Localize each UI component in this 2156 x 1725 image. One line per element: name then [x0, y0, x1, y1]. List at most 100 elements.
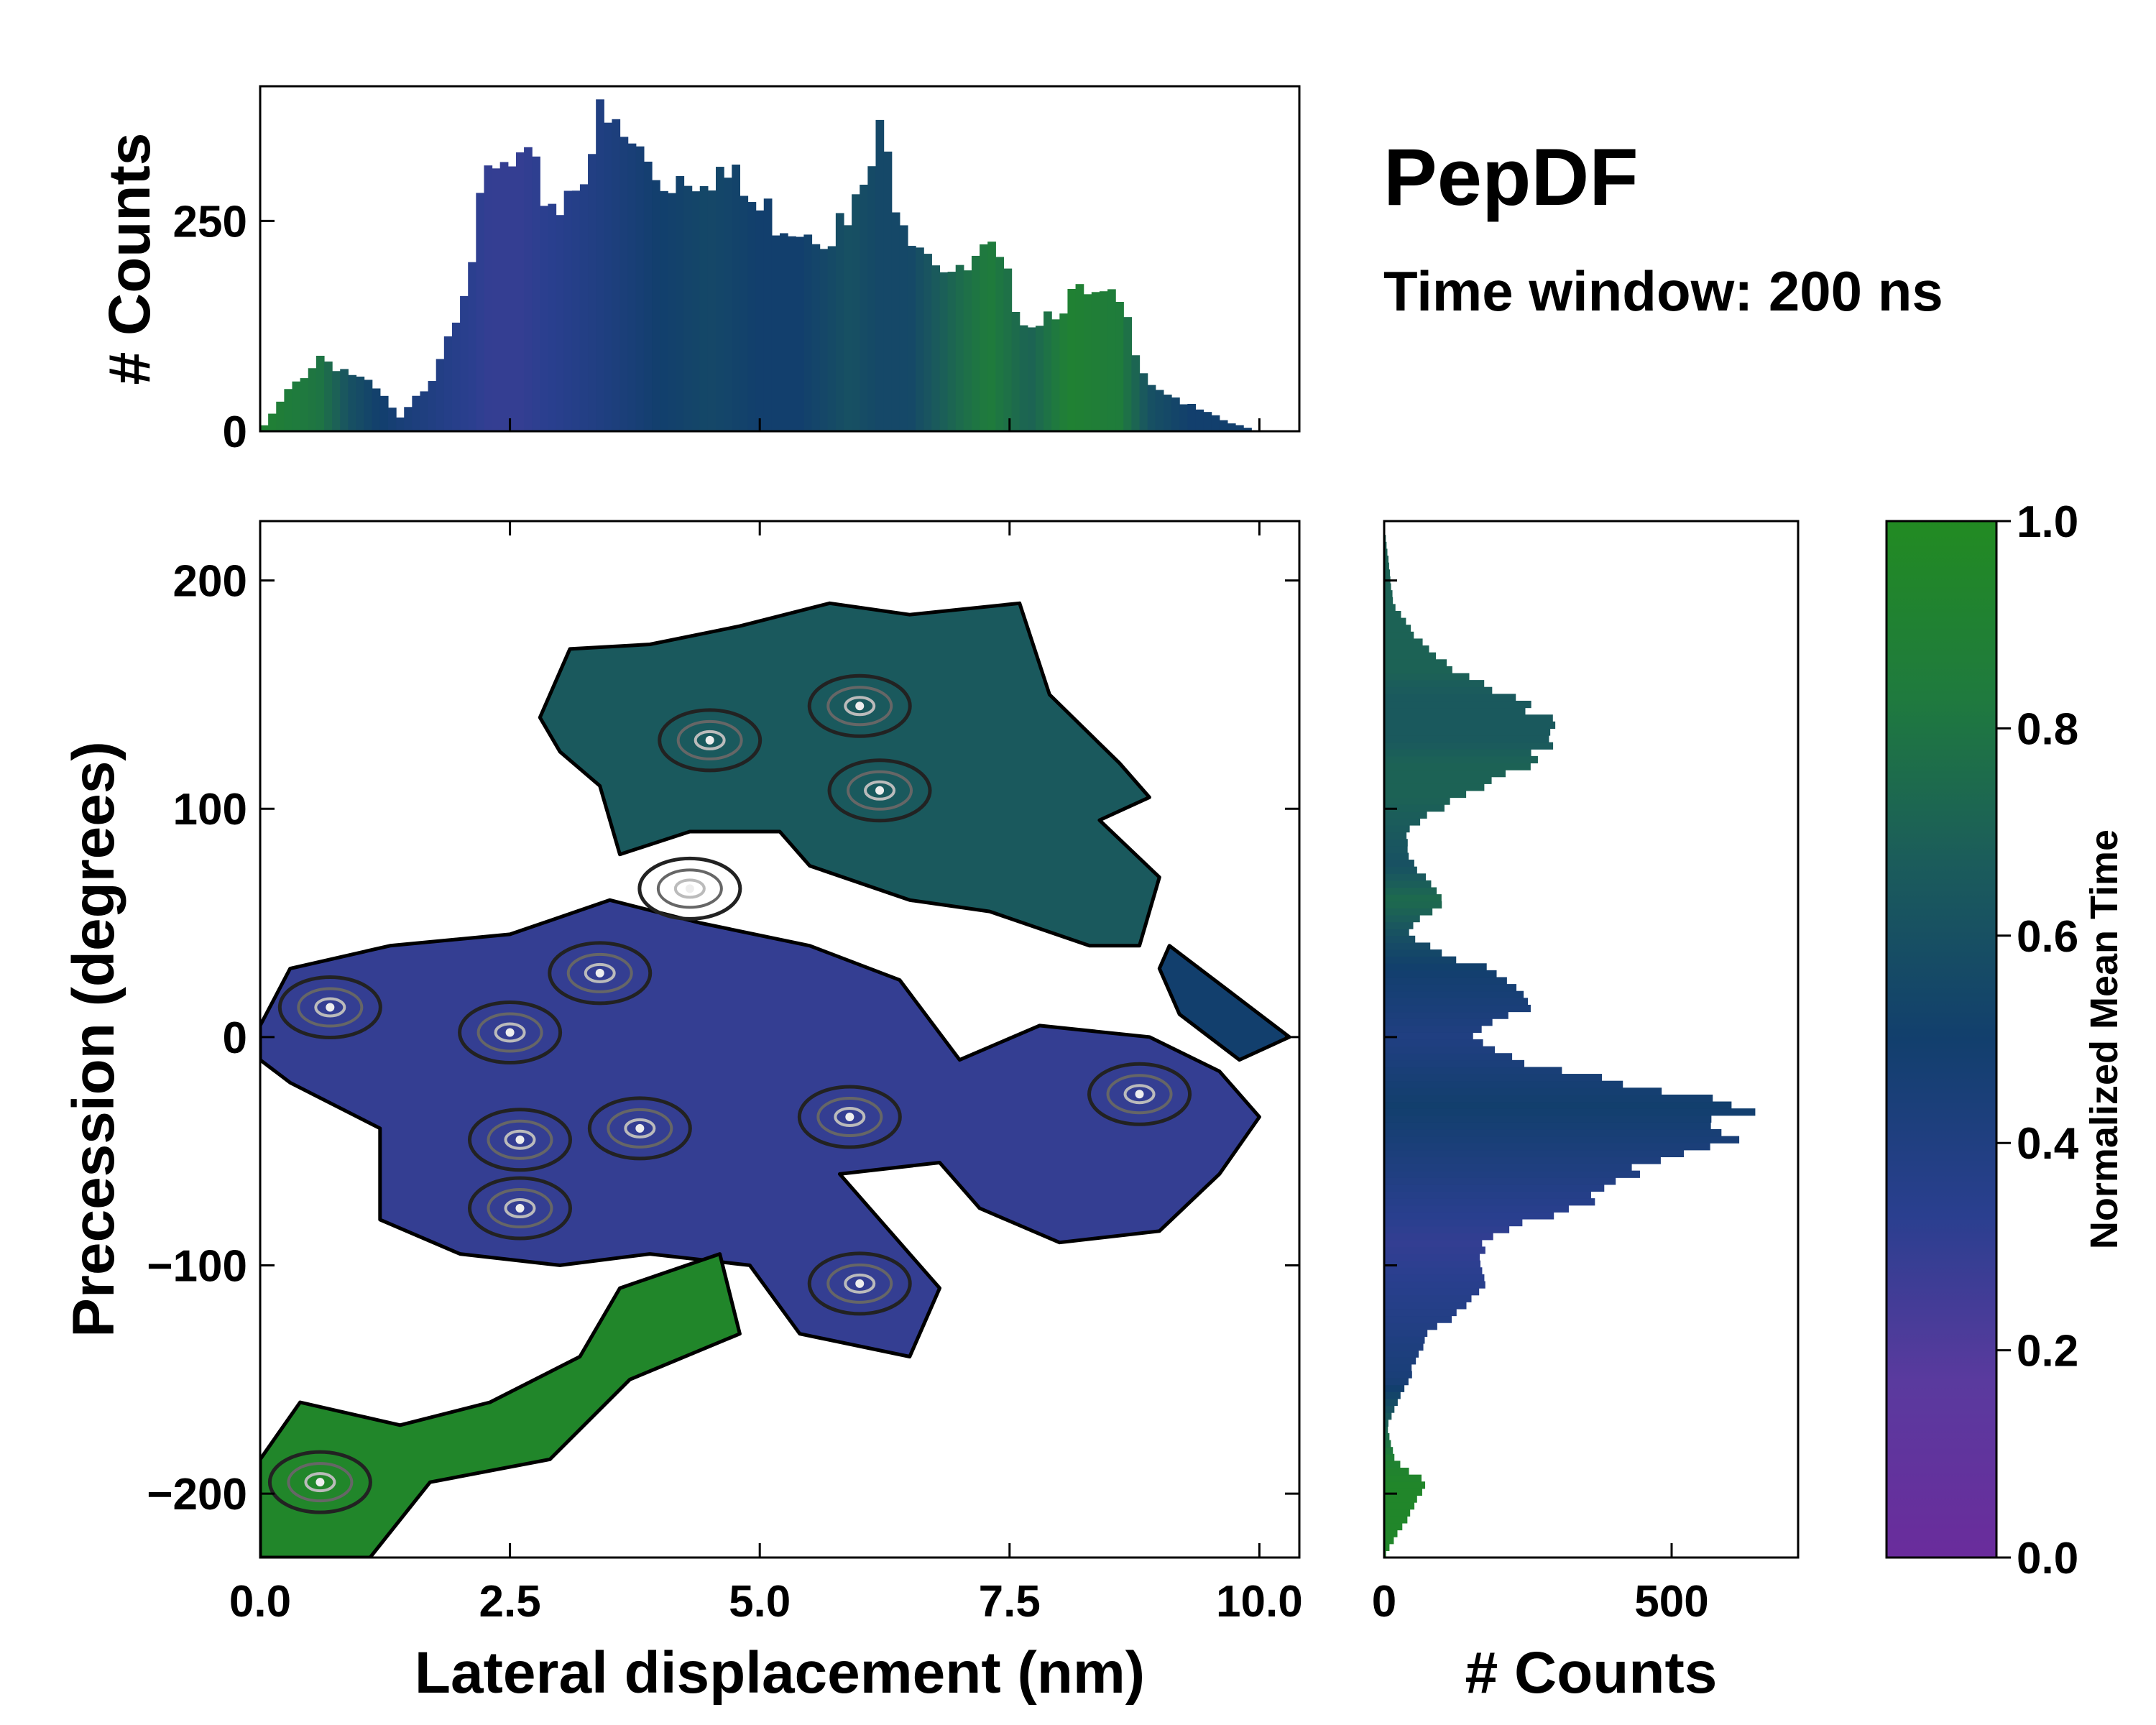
top-hist-bar	[468, 262, 476, 431]
top-hist-bar	[1115, 302, 1124, 431]
right-hist-bar	[1384, 1260, 1480, 1268]
right-hist-bar	[1384, 1025, 1482, 1033]
right-hist-bar	[1384, 1384, 1405, 1392]
right-hist-bar	[1384, 1074, 1603, 1082]
right-hist-bar	[1384, 942, 1431, 950]
top-hist-bar	[891, 212, 900, 431]
right-hist-bar	[1384, 1302, 1467, 1310]
right-hist-bar	[1384, 1018, 1493, 1026]
top-hist-bar	[1044, 311, 1052, 431]
main-ylabel: Precession (degrees)	[61, 741, 126, 1338]
main-ytick-label: 100	[173, 785, 247, 834]
top-hist-bar	[379, 395, 389, 431]
top-hist-bar	[652, 180, 660, 431]
top-hist-bar	[627, 143, 637, 431]
top-hist-bar	[899, 225, 908, 431]
contour-inner	[584, 962, 616, 983]
right-hist-bar	[1384, 1122, 1711, 1130]
top-hist-bar	[1227, 423, 1236, 431]
contour-inner	[504, 1129, 536, 1150]
right-hist-bar	[1384, 929, 1409, 937]
top-hist-bar	[1011, 311, 1021, 431]
right-hist-bar	[1384, 1509, 1411, 1517]
right-hist-bar	[1384, 755, 1538, 764]
top-hist-bar	[835, 213, 844, 431]
main-xtick-label: 7.5	[979, 1577, 1041, 1627]
contour-mid	[566, 952, 633, 993]
density-region-right-tail	[1157, 944, 1291, 1062]
right-hist-bar	[1384, 680, 1485, 688]
contour-inner	[1123, 1084, 1156, 1105]
colorbar-tick-label: 0.4	[2017, 1119, 2079, 1169]
right-hist-bar	[1384, 984, 1517, 992]
right-hist-bar	[1384, 866, 1417, 874]
right-hist-bar	[1384, 597, 1393, 604]
contour-mid	[487, 1119, 553, 1160]
right-hist-bar	[1384, 763, 1531, 770]
top-hist-bar	[492, 168, 501, 431]
top-hist-bar	[771, 235, 780, 431]
top-hist-bar	[315, 355, 325, 431]
top-hist-bar	[1035, 326, 1044, 431]
right-hist-bar	[1384, 901, 1442, 908]
contour-outer	[587, 1096, 692, 1161]
top-hist-bar	[1219, 420, 1228, 431]
right-hist-bar	[1384, 1432, 1390, 1441]
top-hist-bar	[1123, 317, 1133, 431]
right-hist-bar	[1384, 1177, 1616, 1185]
top-hist-bar	[308, 368, 317, 431]
right-hist-bar	[1384, 1405, 1395, 1413]
top-hist-bar	[740, 196, 749, 431]
top-hist-bar	[428, 381, 437, 431]
top-hist-bar	[412, 395, 421, 431]
top-hist-bar	[476, 193, 485, 431]
density-region-upper-lobe	[538, 601, 1161, 948]
right-hist-bar	[1384, 990, 1524, 998]
contour-mid	[676, 719, 743, 760]
top-hist-bar	[548, 203, 557, 431]
density-peak	[1135, 1090, 1144, 1099]
top-hist-bar	[507, 166, 517, 431]
contour-outer	[468, 1108, 572, 1172]
top-hist-bar	[524, 147, 533, 431]
right-hist-bar	[1384, 686, 1493, 694]
right-hist-bar	[1384, 818, 1421, 826]
contour-outer	[458, 1000, 563, 1064]
right-hist-bar	[1384, 749, 1531, 757]
top-hist-bar	[340, 369, 349, 431]
top-hist-bar	[332, 371, 341, 431]
main-heatmap-frame	[259, 520, 1301, 1559]
right-hist-bar	[1384, 1170, 1640, 1178]
top-hist-bar	[612, 119, 621, 431]
right-hist-bar	[1384, 1398, 1398, 1407]
right-hist-bar	[1384, 1267, 1483, 1275]
contour-outer	[797, 1085, 902, 1149]
top-hist-bar	[963, 270, 972, 431]
contour-inner	[314, 997, 346, 1018]
right-hist-bar	[1384, 804, 1445, 812]
right-hist-bar	[1384, 1308, 1457, 1317]
top-hist-bar	[1235, 425, 1244, 431]
top-hist-bar	[1139, 373, 1148, 431]
top-hist-bar	[811, 244, 821, 431]
density-peak	[685, 884, 694, 893]
top-hist-bar	[635, 146, 645, 431]
right-hist-bar	[1384, 1156, 1661, 1164]
contour-outer	[1087, 1062, 1192, 1126]
right-hist-bar	[1384, 1115, 1712, 1123]
right-hist-bar	[1384, 638, 1423, 646]
right-hist-bar	[1384, 617, 1406, 625]
density-peak	[515, 1135, 525, 1144]
right-hist-bar	[1384, 541, 1387, 550]
top-ytick-label: 250	[173, 197, 247, 247]
right-hist-bar	[1384, 1447, 1393, 1455]
right-hist-bar	[1384, 652, 1437, 660]
right-hist-bar	[1384, 604, 1396, 612]
contour-mid	[816, 1096, 883, 1137]
right-hist-bar	[1384, 776, 1492, 784]
top-hist-bar	[499, 162, 509, 431]
top-hist-bar	[619, 137, 629, 431]
right-hist-bar	[1384, 569, 1391, 577]
density-peak	[705, 735, 714, 745]
density-peak	[315, 1478, 325, 1487]
